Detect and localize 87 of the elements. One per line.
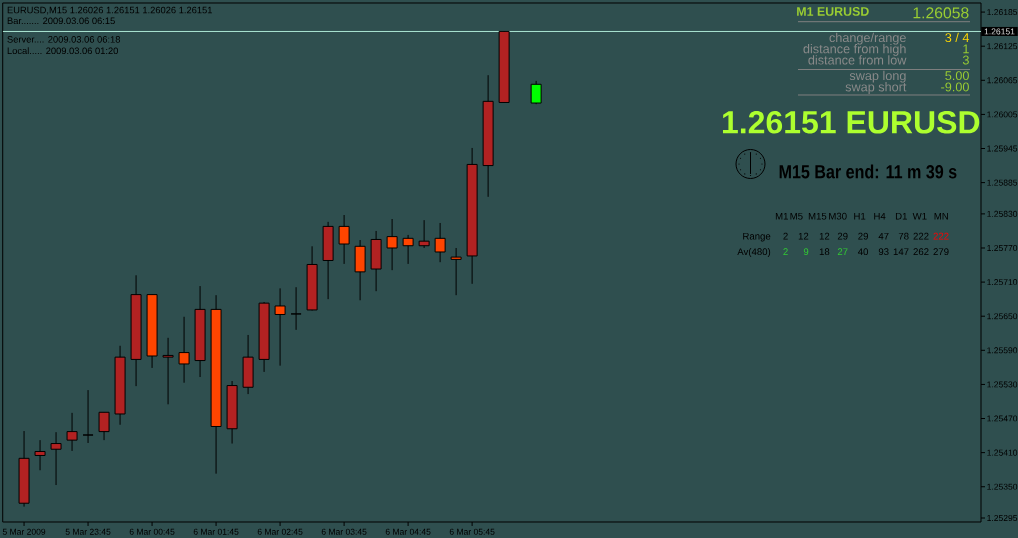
y-tick-label: 1.25295 [987,514,1018,522]
y-tick-label: 1.25590 [987,347,1018,354]
annotation: 3 / 4 [945,32,970,43]
annotation: Bar....... 2009.03.06 06:15 [7,17,115,25]
candlestick [338,214,350,265]
annotation: W1 [912,212,927,220]
x-tick-label: 5 Mar 2009 [2,528,46,535]
candlestick [66,412,78,452]
candlestick [50,431,62,486]
x-tick-label: 5 Mar 23:45 [65,528,111,535]
annotation: 5.00 [945,71,969,81]
annotation: H1 [854,212,866,220]
annotation: M1 EURUSD [797,7,869,16]
annotation: 1.26151 EURUSD [722,110,980,134]
annotation: M30 [829,212,847,220]
x-tick-label: 6 Mar 00:45 [129,528,175,535]
annotation: M5 [790,212,803,220]
annotation: 2 [783,248,788,255]
candlestick [98,411,110,441]
annotation: Range [743,232,771,242]
x-tick-label: 6 Mar 01:45 [193,528,239,535]
y-tick-label: 1.25710 [987,279,1018,286]
x-tick-label: 6 Mar 03:45 [321,528,367,535]
annotation: 262 [913,248,929,256]
annotation: 2 [783,232,788,240]
annotation: D1 [895,212,907,220]
candlestick [274,287,286,367]
annotation: 222 [913,232,929,240]
annotation: distance from low [808,55,907,65]
candlestick [34,439,46,471]
annotation: 29 [837,232,848,240]
candlestick [450,247,462,296]
annotation: swap long [849,70,906,83]
candlestick [402,234,414,265]
candlestick [162,337,174,405]
annotation: H4 [874,212,886,220]
annotation: 47 [878,232,889,240]
x-tick-label: 6 Mar 02:45 [257,528,303,535]
annotation: 12 [819,232,830,240]
y-tick-label: 1.26185 [987,9,1018,16]
annotation: Server.... 2009.03.06 06:18 [7,36,121,43]
y-tick-label: 1.25885 [987,179,1018,186]
candlestick [290,286,302,331]
annotation: M1 [775,212,788,220]
y-tick-label: 1.25650 [987,313,1018,320]
annotation: 78 [898,232,909,240]
y-tick-label: 1.26065 [987,77,1018,84]
annotation: Av(480) [737,248,771,257]
annotation: 12 [798,232,809,240]
annotation: 27 [837,248,848,255]
y-tick-label: 1.26005 [987,111,1018,118]
x-tick-label: 6 Mar 04:45 [385,528,431,535]
annotation: swap short [845,82,907,94]
y-tick-label: 1.25830 [987,210,1018,217]
annotation: 1 [963,44,969,54]
annotation: 40 [857,248,869,256]
annotation: 18 [819,248,830,256]
y-tick-label: 1.25410 [987,449,1018,456]
annotation: distance from high [803,44,906,56]
annotation: 222 [933,232,949,240]
annotation: change/range [829,32,906,45]
candlestick [418,219,430,249]
annotation: M15 Bar end: 11 m 39 s [779,164,957,179]
annotation: 93 [878,248,889,256]
annotation: 279 [933,248,949,256]
y-tick-label: 1.25770 [987,244,1018,252]
y-tick-label: 1.26125 [987,43,1018,50]
y-tick-label: 1.25945 [987,145,1018,152]
x-tick-label: 6 Mar 05:45 [449,528,495,535]
annotation: Local..... 2009.03.06 01:20 [7,47,118,55]
candlestick [178,316,190,384]
ref-line-label: 1.26151 [984,28,1015,35]
annotation: 29 [858,232,868,240]
candlestick [434,222,446,263]
annotation: 9 [803,248,809,256]
y-tick-label: 1.25530 [987,381,1018,388]
candlestick [386,218,398,271]
annotation: 147 [893,248,909,255]
annotation: -9.00 [941,82,969,92]
annotation: MN [934,212,948,220]
y-tick-label: 1.25350 [987,483,1018,490]
y-tick-label: 1.25470 [987,415,1018,422]
annotation: M15 [808,212,827,220]
chart-title: EURUSD,M15 1.26026 1.26151 1.26026 1.26151 [7,6,212,15]
annotation: 1.26058 [913,7,969,19]
candlestick [82,389,94,444]
annotation: 3 [962,55,969,65]
